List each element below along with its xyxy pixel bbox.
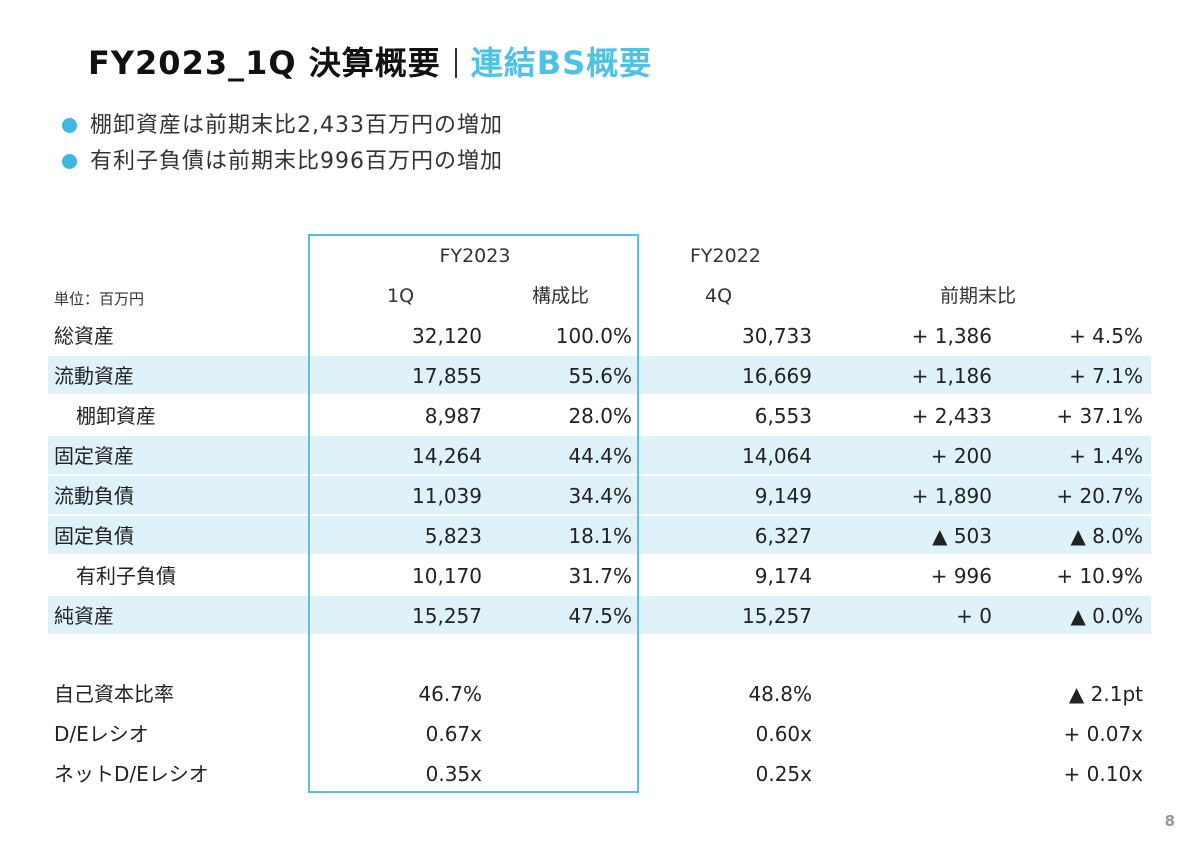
cell-4q: 15,257 bbox=[742, 604, 812, 628]
row-label: 棚卸資産 bbox=[76, 404, 156, 428]
bullet-dot-icon bbox=[62, 118, 77, 133]
row-label: 総資産 bbox=[54, 324, 114, 348]
cell-1q: 15,257 bbox=[412, 604, 482, 628]
header-ratio: 構成比 bbox=[532, 285, 590, 307]
cell-pct: + 37.1% bbox=[1056, 404, 1143, 428]
ratio-change: ▲ 2.1pt bbox=[1068, 682, 1143, 706]
ratio-change: + 0.07x bbox=[1063, 722, 1143, 746]
ratio-1q: 0.35x bbox=[425, 762, 482, 786]
ratio-4q: 0.25x bbox=[755, 762, 812, 786]
cell-1q: 10,170 bbox=[412, 564, 482, 588]
cell-ratio: 31.7% bbox=[568, 564, 632, 588]
cell-1q: 8,987 bbox=[424, 404, 482, 428]
ratio-label: 自己資本比率 bbox=[54, 682, 174, 706]
cell-diff: + 200 bbox=[930, 444, 992, 468]
bullet-item: 棚卸資産は前期末比2,433百万円の増加 bbox=[60, 108, 503, 144]
cell-diff: + 2,433 bbox=[911, 404, 992, 428]
ratio-4q: 48.8% bbox=[748, 682, 812, 706]
cell-ratio: 55.6% bbox=[568, 364, 632, 388]
cell-ratio: 100.0% bbox=[555, 324, 632, 348]
header-fy2022: FY2022 bbox=[690, 245, 761, 267]
row-band bbox=[48, 476, 1151, 514]
cell-1q: 14,264 bbox=[412, 444, 482, 468]
cell-pct: + 1.4% bbox=[1069, 444, 1143, 468]
header-1q: 1Q bbox=[387, 285, 415, 307]
cell-1q: 32,120 bbox=[412, 324, 482, 348]
row-label: 流動資産 bbox=[54, 364, 134, 388]
cell-pct: + 7.1% bbox=[1069, 364, 1143, 388]
cell-4q: 6,327 bbox=[754, 524, 812, 548]
row-label: 有利子負債 bbox=[76, 564, 176, 588]
cell-diff: + 996 bbox=[930, 564, 992, 588]
row-label: 固定負債 bbox=[54, 524, 134, 548]
bullet-list: 棚卸資産は前期末比2,433百万円の増加 有利子負債は前期末比996百万円の増加 bbox=[60, 108, 503, 180]
cell-ratio: 47.5% bbox=[568, 604, 632, 628]
cell-4q: 30,733 bbox=[742, 324, 812, 348]
cell-ratio: 34.4% bbox=[568, 484, 632, 508]
header-4q: 4Q bbox=[705, 285, 733, 307]
fy2023-highlight-frame bbox=[308, 234, 639, 793]
cell-4q: 9,149 bbox=[754, 484, 812, 508]
cell-4q: 6,553 bbox=[754, 404, 812, 428]
cell-1q: 11,039 bbox=[412, 484, 482, 508]
cell-ratio: 44.4% bbox=[568, 444, 632, 468]
cell-diff: + 1,386 bbox=[911, 324, 992, 348]
bullet-item: 有利子負債は前期末比996百万円の増加 bbox=[60, 144, 503, 180]
cell-4q: 9,174 bbox=[754, 564, 812, 588]
row-label: 流動負債 bbox=[54, 484, 134, 508]
bullet-dot-icon bbox=[62, 154, 77, 169]
header-change: 前期末比 bbox=[940, 285, 1017, 307]
ratio-1q: 46.7% bbox=[418, 682, 482, 706]
ratio-1q: 0.67x bbox=[425, 722, 482, 746]
cell-diff: + 1,890 bbox=[911, 484, 992, 508]
page-number: 8 bbox=[1164, 812, 1175, 830]
row-band bbox=[48, 436, 1151, 474]
unit-label: 単位：百万円 bbox=[54, 290, 145, 308]
title-sub: 連結BS概要 bbox=[470, 44, 653, 82]
ratio-label: ネットD/Eレシオ bbox=[54, 762, 209, 786]
cell-ratio: 18.1% bbox=[568, 524, 632, 548]
cell-1q: 5,823 bbox=[424, 524, 482, 548]
cell-ratio: 28.0% bbox=[568, 404, 632, 428]
ratio-label: D/Eレシオ bbox=[54, 722, 149, 746]
ratio-4q: 0.60x bbox=[755, 722, 812, 746]
cell-pct: + 4.5% bbox=[1069, 324, 1143, 348]
row-band bbox=[48, 356, 1151, 394]
row-band bbox=[48, 596, 1151, 634]
title-main: FY2023_1Q 決算概要 bbox=[88, 44, 441, 82]
ratio-change: + 0.10x bbox=[1063, 762, 1143, 786]
cell-4q: 14,064 bbox=[742, 444, 812, 468]
title-divider bbox=[454, 48, 457, 78]
cell-diff: + 0 bbox=[956, 604, 992, 628]
cell-1q: 17,855 bbox=[412, 364, 482, 388]
row-label: 固定資産 bbox=[54, 444, 134, 468]
slide-title: FY2023_1Q 決算概要 連結BS概要 bbox=[88, 38, 652, 86]
cell-pct: + 20.7% bbox=[1056, 484, 1143, 508]
row-band bbox=[48, 516, 1151, 554]
cell-pct: + 10.9% bbox=[1056, 564, 1143, 588]
cell-4q: 16,669 bbox=[742, 364, 812, 388]
cell-pct: ▲ 0.0% bbox=[1070, 604, 1143, 628]
cell-diff: + 1,186 bbox=[911, 364, 992, 388]
row-label: 純資産 bbox=[54, 604, 114, 628]
cell-pct: ▲ 8.0% bbox=[1070, 524, 1143, 548]
cell-diff: ▲ 503 bbox=[932, 524, 992, 548]
header-fy2023: FY2023 bbox=[439, 245, 511, 267]
